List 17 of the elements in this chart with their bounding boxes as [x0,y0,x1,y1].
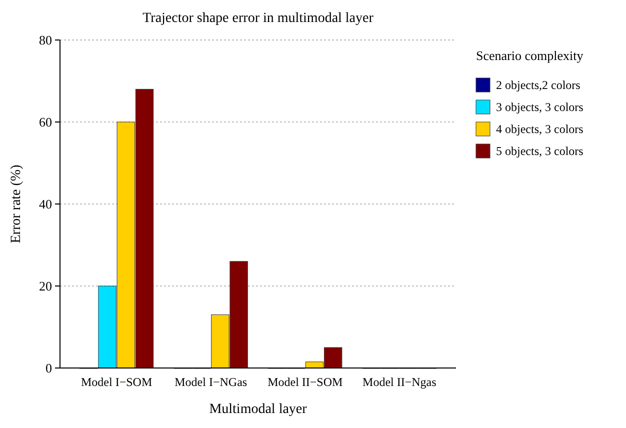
y-axis-title: Error rate (%) [9,164,24,244]
legend-label: 4 objects, 3 colors [496,122,584,136]
x-tick-label: Model II−Ngas [362,375,437,389]
x-tick-label: Model I−NGas [174,375,248,389]
y-tick-label: 60 [39,114,52,130]
y-tick-label: 80 [39,32,52,48]
legend-label: 5 objects, 3 colors [496,144,584,158]
y-tick-label: 0 [46,360,52,376]
legend-label: 3 objects, 3 colors [496,100,584,114]
chart-title: Trajector shape error in multimodal layer [142,11,374,26]
legend-label: 2 objects,2 colors [496,78,581,92]
x-tick-label: Model II−SOM [268,375,344,389]
x-axis-title: Multimodal layer [209,402,308,417]
x-tick-label: Model I−SOM [81,375,152,389]
legend-title: Scenario complexity [476,48,584,63]
y-tick-label: 20 [39,278,52,294]
y-tick-label: 40 [39,196,52,212]
